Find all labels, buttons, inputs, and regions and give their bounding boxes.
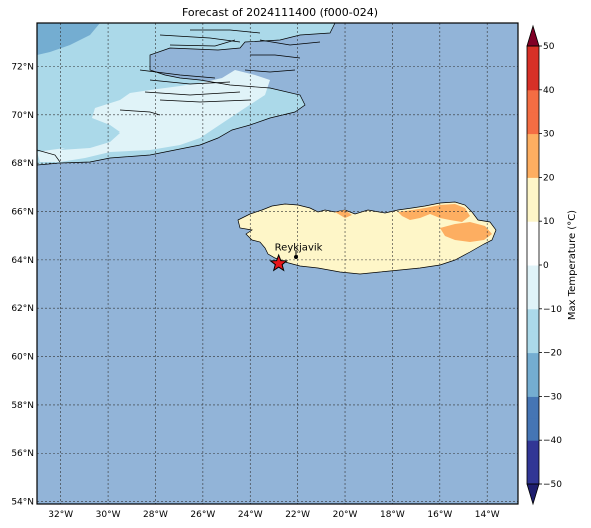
colorbar-segment	[527, 67, 539, 91]
colorbar-tick-label: −20	[543, 349, 562, 359]
colorbar-segment	[527, 265, 539, 288]
colorbar-segment	[527, 199, 539, 222]
colorbar-label: Max Temperature (°C)	[567, 210, 578, 320]
colorbar-segment	[527, 133, 539, 156]
colorbar-tick-label: 10	[543, 217, 555, 227]
iceland-band-0to10	[237, 201, 497, 275]
colorbar-segment	[527, 155, 539, 178]
colorbar-tick-label: 50	[543, 42, 555, 52]
colorbar-segment	[527, 111, 539, 135]
iceland-band-10to20-north	[335, 210, 352, 218]
lat-tick-label: 62°N	[11, 304, 34, 314]
lon-tick-label: 30°W	[96, 510, 121, 520]
colorbar-segment	[527, 374, 539, 397]
colorbar-segment	[527, 440, 539, 463]
colorbar-tick-label: 40	[543, 86, 555, 96]
map-panel: Reykjavik 32°W 30°W 28°W 26°W 24°W 22°W 20°W 18…	[11, 22, 519, 520]
colorbar-max-extend	[526, 24, 540, 47]
greenland-coast	[37, 23, 336, 166]
lon-tick-label: 16°W	[427, 510, 452, 520]
colorbar-segment	[527, 352, 539, 375]
colorbar-tick-label: −10	[543, 305, 562, 315]
colorbar-tick-label: −40	[543, 436, 562, 446]
colorbar-segment	[527, 89, 539, 113]
colorbar-tick-label: 0	[543, 261, 549, 271]
iceland-land	[237, 201, 497, 275]
lon-tick-label: 32°W	[48, 510, 73, 520]
lon-tick-label: 14°W	[475, 510, 500, 520]
colorbar-segment	[527, 286, 539, 310]
greenland-band-lightblue-inner	[60, 130, 120, 150]
map-title: Forecast of 2024111400 (f000-024)	[181, 6, 379, 19]
reykjavik-star-icon	[269, 253, 289, 272]
map-frame	[36, 22, 519, 505]
colorbar: −50 −40 −30 −20 −10 0 10 20 30 40 50	[526, 24, 562, 506]
colorbar-tick-label: −50	[543, 480, 562, 490]
colorbar-segment	[527, 396, 539, 419]
latitude-axis: 54°N 56°N 58°N 60°N 62°N 64°N 66°N 68°N 70°N 72°N	[11, 63, 34, 508]
reykjavik-marker: Reykjavik	[269, 243, 323, 272]
colorbar-segment	[527, 418, 539, 441]
lat-tick-label: 60°N	[11, 353, 34, 363]
reykjavik-label: Reykjavik	[275, 243, 323, 254]
lat-tick-label: 72°N	[11, 63, 34, 73]
lon-tick-label: 24°W	[238, 510, 263, 520]
lon-tick-label: 28°W	[143, 510, 168, 520]
colorbar-segment	[527, 462, 539, 485]
lat-tick-label: 58°N	[11, 401, 34, 411]
lon-tick-label: 22°W	[285, 510, 310, 520]
lon-tick-label: 20°W	[333, 510, 358, 520]
colorbar-segment	[527, 308, 539, 332]
colorbar-tick-label: 30	[543, 130, 555, 140]
colorbar-min-extend	[526, 483, 540, 506]
colorbar-segment	[527, 177, 539, 200]
colorbar-segment	[527, 221, 539, 244]
lat-tick-label: 56°N	[11, 449, 34, 459]
colorbar-tick-label: 20	[543, 173, 555, 183]
colorbar-tick-label: −30	[543, 392, 562, 402]
iceland-band-10to20-east	[398, 204, 470, 222]
colorbar-segment	[527, 46, 539, 69]
lat-tick-label: 64°N	[11, 256, 34, 266]
gridlines	[37, 23, 518, 504]
colorbar-segment	[527, 243, 539, 266]
lat-tick-label: 68°N	[11, 159, 34, 169]
lat-tick-label: 66°N	[11, 208, 34, 218]
colorbar-segment	[527, 330, 539, 354]
reykjavik-dot	[294, 255, 298, 259]
lat-tick-label: 54°N	[11, 498, 34, 508]
lon-tick-label: 18°W	[380, 510, 405, 520]
lon-tick-label: 26°W	[190, 510, 215, 520]
iceland-band-10to20-southeast	[440, 222, 492, 242]
lat-tick-label: 70°N	[11, 111, 34, 121]
longitude-axis: 32°W 30°W 28°W 26°W 24°W 22°W 20°W 18°W 16°W 14°W	[48, 510, 499, 520]
greenland-band-minus30	[37, 23, 100, 55]
greenland-band-minus10	[37, 70, 270, 162]
